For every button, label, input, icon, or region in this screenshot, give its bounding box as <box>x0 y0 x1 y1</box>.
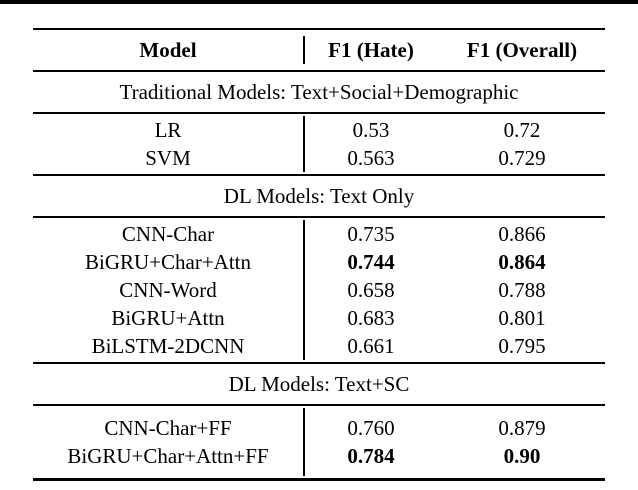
model-cell: CNN-Char+FF <box>104 415 232 440</box>
table-row-lr: LR 0.53 0.72 <box>33 116 605 144</box>
f1-overall-cell: 0.866 <box>498 221 546 246</box>
column-separator <box>303 220 305 360</box>
section-header-dl-text-sc: DL Models: Text+SC <box>33 364 605 404</box>
section-group-dl-text-sc: CNN-Char+FF 0.760 0.879 BiGRU+Char+Attn+… <box>33 406 605 478</box>
column-header-f1-overall: F1 (Overall) <box>466 37 578 62</box>
f1-overall-cell: 0.801 <box>498 305 546 330</box>
f1-hate-cell: 0.744 <box>347 249 395 274</box>
section-title: DL Models: Text+SC <box>228 371 410 396</box>
f1-overall-cell: 0.864 <box>498 249 546 274</box>
column-separator <box>303 116 305 172</box>
model-cell: BiGRU+Char+Attn <box>84 249 252 274</box>
column-header-f1-hate: F1 (Hate) <box>328 37 414 62</box>
f1-overall-cell: 0.788 <box>498 277 546 302</box>
column-header-model: Model <box>139 37 197 62</box>
model-cell: BiLSTM-2DCNN <box>91 333 245 358</box>
table-header-row: Model F1 (Hate) F1 (Overall) <box>33 30 605 70</box>
model-cell: BiGRU+Char+Attn+FF <box>67 443 269 468</box>
f1-hate-cell: 0.683 <box>347 305 395 330</box>
section-rule <box>33 362 605 364</box>
section-title: Traditional Models: Text+Social+Demograp… <box>119 79 519 104</box>
section-group-dl-text-only: CNN-Char 0.735 0.866 BiGRU+Char+Attn 0.7… <box>33 218 605 362</box>
section-rule <box>33 404 605 406</box>
f1-hate-cell: 0.760 <box>347 415 395 440</box>
model-cell: CNN-Char <box>121 221 215 246</box>
table-top-rule <box>33 28 605 30</box>
section-rule <box>33 112 605 114</box>
table-row-bilstm-2dcnn: BiLSTM-2DCNN 0.661 0.795 <box>33 332 605 360</box>
page-top-rule <box>0 0 638 4</box>
f1-overall-cell: 0.72 <box>503 117 541 142</box>
table-row-bigru-char-attn-ff: BiGRU+Char+Attn+FF 0.784 0.90 <box>33 442 605 470</box>
f1-hate-cell: 0.563 <box>347 145 395 170</box>
model-cell: CNN-Word <box>119 277 217 302</box>
table-row-bigru-attn: BiGRU+Attn 0.683 0.801 <box>33 304 605 332</box>
model-cell: BiGRU+Attn <box>111 305 225 330</box>
section-title: DL Models: Text Only <box>223 183 415 208</box>
section-group-traditional: LR 0.53 0.72 SVM 0.563 0.729 <box>33 114 605 174</box>
f1-overall-cell: 0.795 <box>498 333 546 358</box>
table-row-cnn-char-ff: CNN-Char+FF 0.760 0.879 <box>33 414 605 442</box>
table-row-cnn-word: CNN-Word 0.658 0.788 <box>33 276 605 304</box>
section-rule <box>33 174 605 176</box>
section-rule <box>33 216 605 218</box>
model-cell: SVM <box>145 145 191 170</box>
f1-hate-cell: 0.658 <box>347 277 395 302</box>
column-separator <box>303 36 305 64</box>
f1-hate-cell: 0.53 <box>352 117 390 142</box>
f1-hate-cell: 0.661 <box>347 333 395 358</box>
f1-hate-cell: 0.784 <box>347 443 395 468</box>
f1-overall-cell: 0.879 <box>498 415 546 440</box>
table-row-bigru-char-attn: BiGRU+Char+Attn 0.744 0.864 <box>33 248 605 276</box>
section-header-dl-text-only: DL Models: Text Only <box>33 176 605 216</box>
f1-overall-cell: 0.90 <box>503 443 541 468</box>
table-row-cnn-char: CNN-Char 0.735 0.866 <box>33 220 605 248</box>
header-bottom-rule <box>33 70 605 72</box>
f1-overall-cell: 0.729 <box>498 145 546 170</box>
table-row-svm: SVM 0.563 0.729 <box>33 144 605 172</box>
section-header-traditional-models: Traditional Models: Text+Social+Demograp… <box>33 72 605 112</box>
model-cell: LR <box>154 117 182 142</box>
column-separator <box>303 408 305 476</box>
table-bottom-rule <box>33 478 605 481</box>
f1-hate-cell: 0.735 <box>347 221 395 246</box>
results-table: Model F1 (Hate) F1 (Overall) Traditional… <box>33 28 605 481</box>
